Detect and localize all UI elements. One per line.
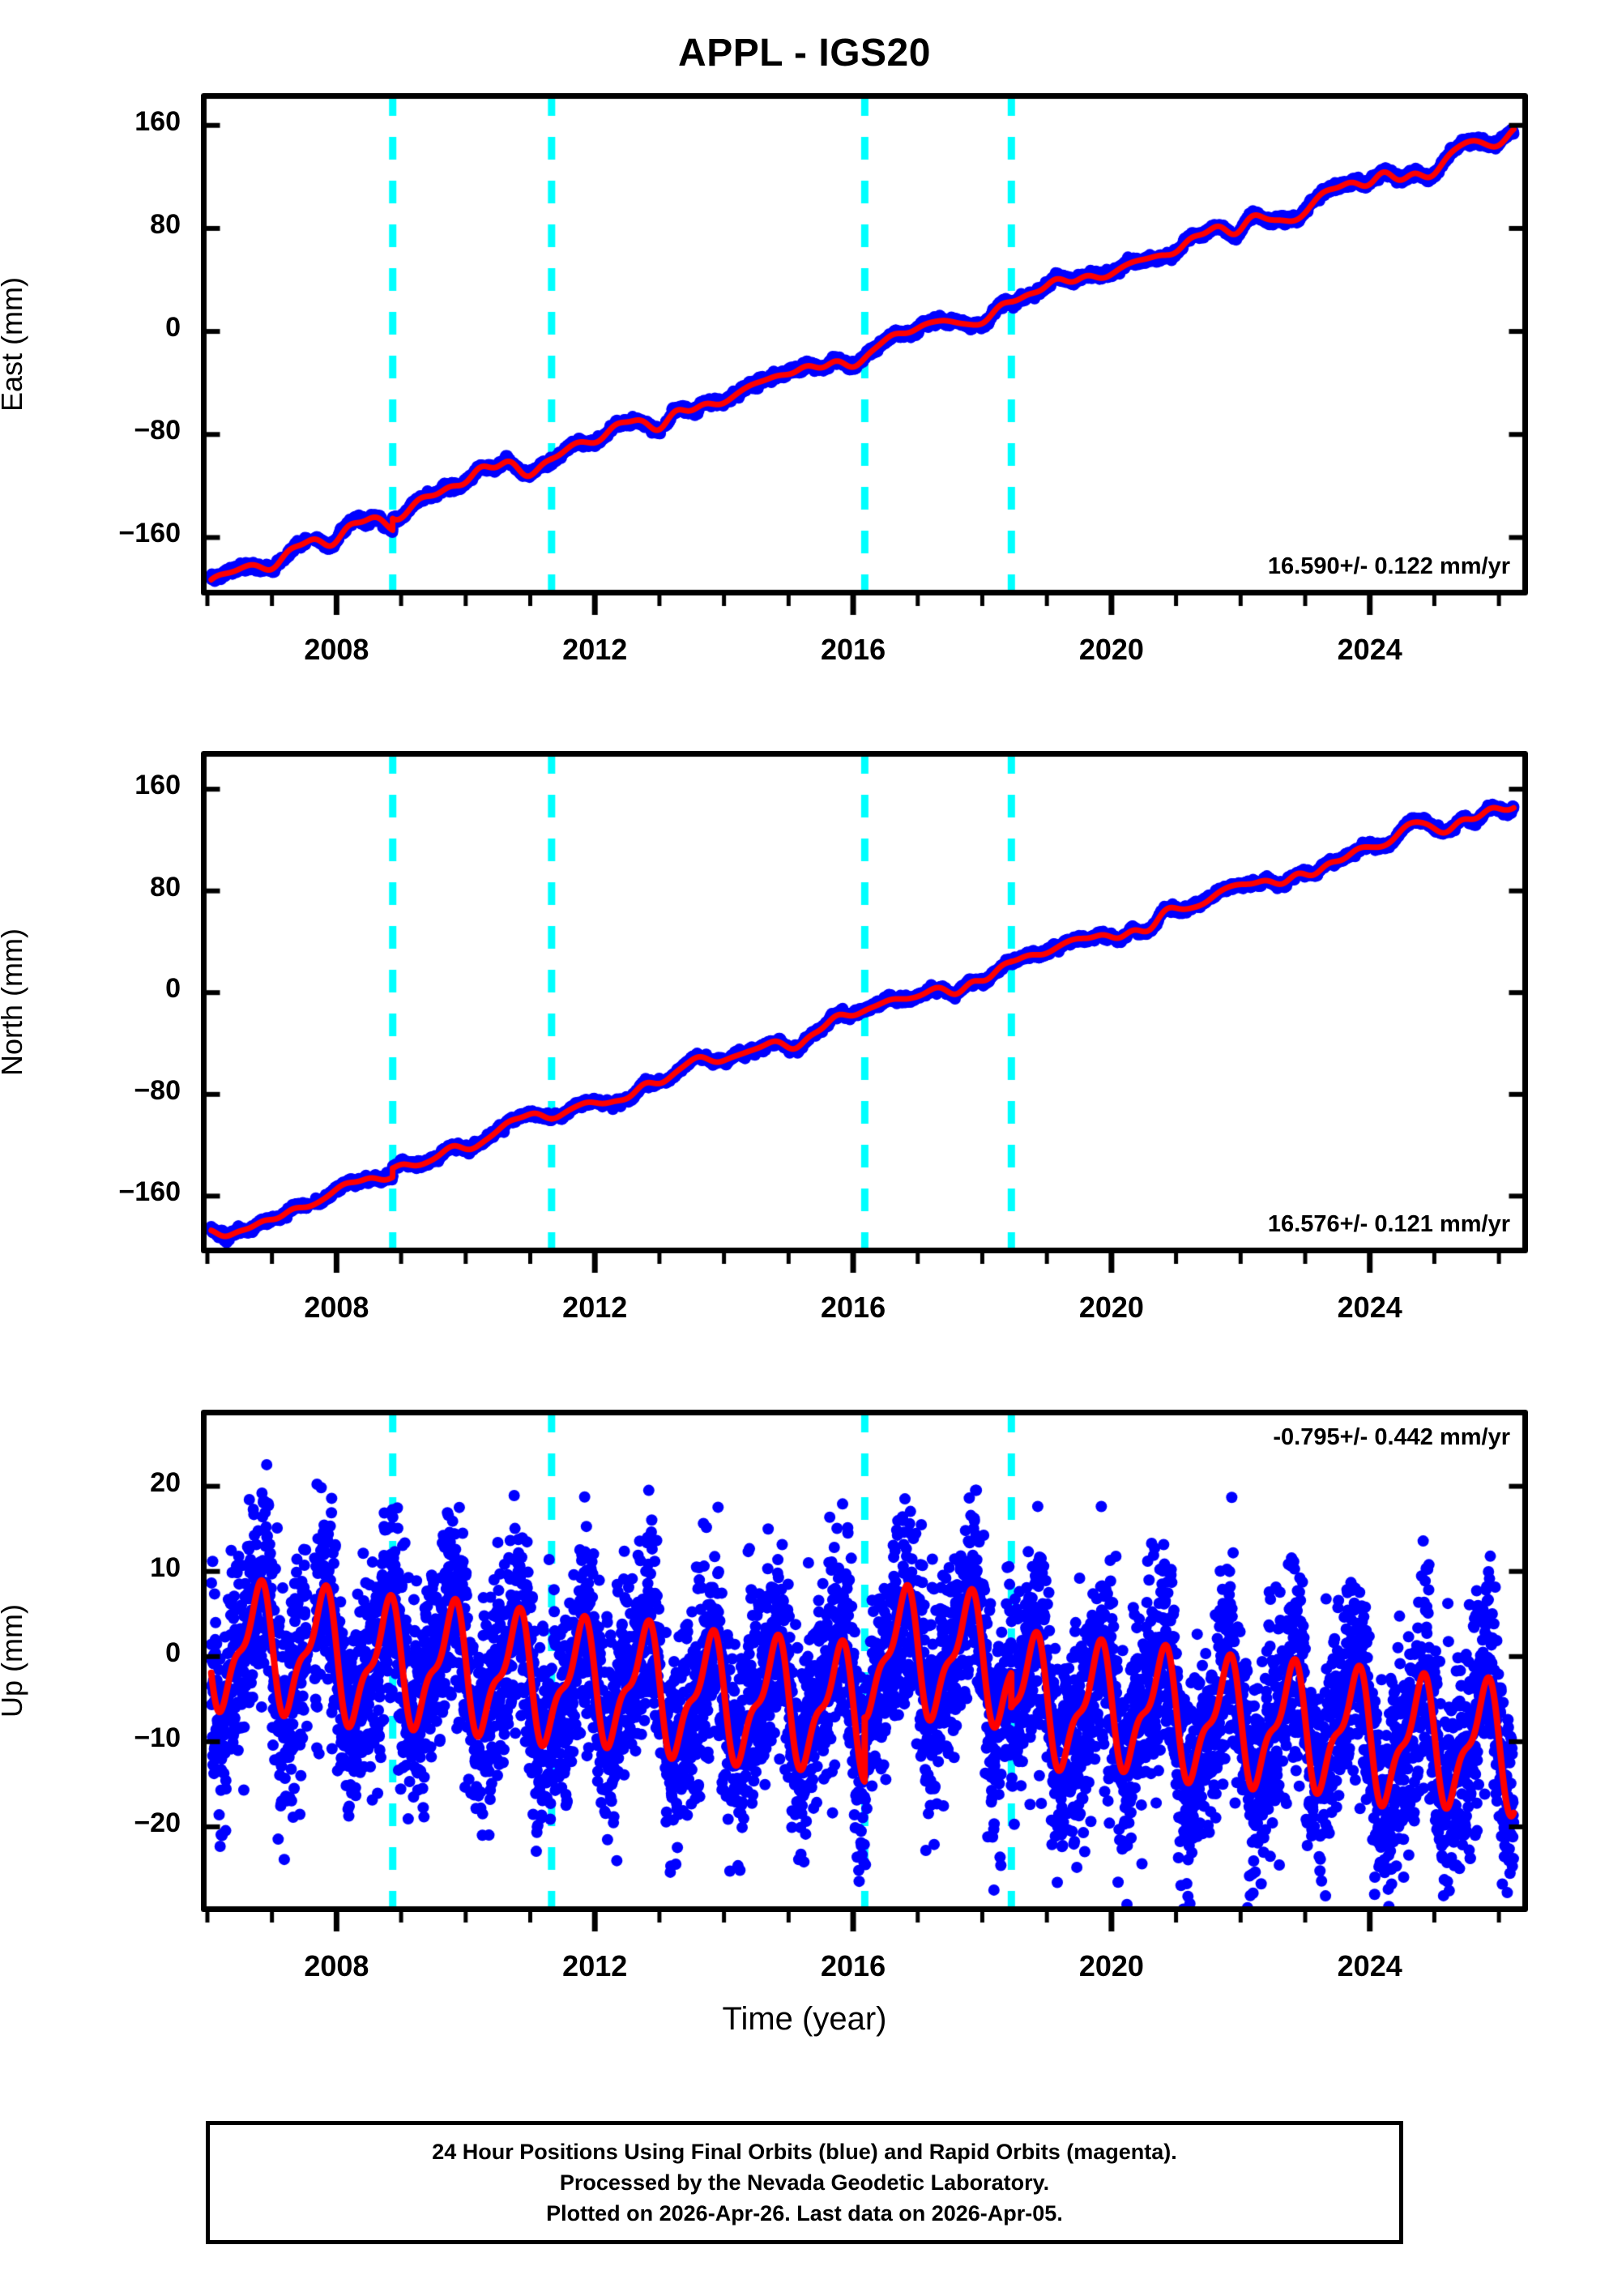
north-y-tick-2: 0 <box>165 973 181 1005</box>
up-axis-label: Up (mm) <box>0 1604 28 1718</box>
x-axis-label: Time (year) <box>722 2001 887 2037</box>
north-x-tick-3: 2020 <box>1078 1291 1144 1324</box>
north-x-ticks <box>201 1253 1528 1286</box>
caption-box: 24 Hour Positions Using Final Orbits (bl… <box>206 2121 1403 2244</box>
up-y-tick-4: 20 <box>150 1466 181 1498</box>
east-y-tick-1: −80 <box>134 415 181 446</box>
up-x-tick-0: 2008 <box>304 1949 369 1982</box>
east-axis-label: East (mm) <box>0 277 28 412</box>
north-y-tick-1: −80 <box>134 1074 181 1106</box>
north-rate-annotation: 16.576+/- 0.121 mm/yr <box>1267 1211 1510 1237</box>
up-plot-canvas <box>201 1410 1528 1912</box>
up-x-ticks <box>201 1912 1528 1944</box>
north-y-tick-3: 80 <box>150 871 181 903</box>
east-y-tick-3: 80 <box>150 208 181 240</box>
north-y-tick-4: 160 <box>134 770 181 801</box>
east-x-tick-0: 2008 <box>304 633 369 666</box>
caption-line-2: Processed by the Nevada Geodetic Laborat… <box>559 2170 1050 2195</box>
north-axis-label: North (mm) <box>0 928 28 1076</box>
up-x-tick-3: 2020 <box>1078 1949 1144 1982</box>
east-x-tick-4: 2024 <box>1337 633 1402 666</box>
east-x-tick-1: 2012 <box>562 633 628 666</box>
caption-line-1: 24 Hour Positions Using Final Orbits (bl… <box>432 2139 1177 2164</box>
north-x-tick-4: 2024 <box>1337 1291 1402 1324</box>
up-x-tick-1: 2012 <box>562 1949 628 1982</box>
up-y-tick-0: −20 <box>134 1807 181 1838</box>
east-y-tick-2: 0 <box>165 312 181 344</box>
north-x-tick-0: 2008 <box>304 1291 369 1324</box>
north-y-tick-0: −160 <box>118 1176 181 1208</box>
panel-north <box>201 751 1528 1286</box>
panel-up <box>201 1410 1528 1944</box>
up-y-tick-2: 0 <box>165 1637 181 1668</box>
up-y-tick-3: 10 <box>150 1551 181 1583</box>
east-plot-canvas <box>201 93 1528 595</box>
caption-line-3: Plotted on 2026-Apr-26. Last data on 202… <box>546 2201 1063 2226</box>
north-plot-canvas <box>201 751 1528 1253</box>
east-x-tick-2: 2016 <box>821 633 886 666</box>
up-x-tick-4: 2024 <box>1337 1949 1402 1982</box>
panel-east <box>201 93 1528 628</box>
east-y-tick-4: 160 <box>134 105 181 137</box>
figure-title: APPL - IGS20 <box>678 32 931 75</box>
east-rate-annotation: 16.590+/- 0.122 mm/yr <box>1267 553 1510 579</box>
up-x-tick-2: 2016 <box>821 1949 886 1982</box>
north-x-tick-2: 2016 <box>821 1291 886 1324</box>
up-rate-annotation: -0.795+/- 0.442 mm/yr <box>1273 1424 1510 1450</box>
east-y-tick-0: −160 <box>118 518 181 549</box>
east-x-tick-3: 2020 <box>1078 633 1144 666</box>
up-y-tick-1: −10 <box>134 1722 181 1753</box>
north-x-tick-1: 2012 <box>562 1291 628 1324</box>
east-x-ticks <box>201 595 1528 628</box>
